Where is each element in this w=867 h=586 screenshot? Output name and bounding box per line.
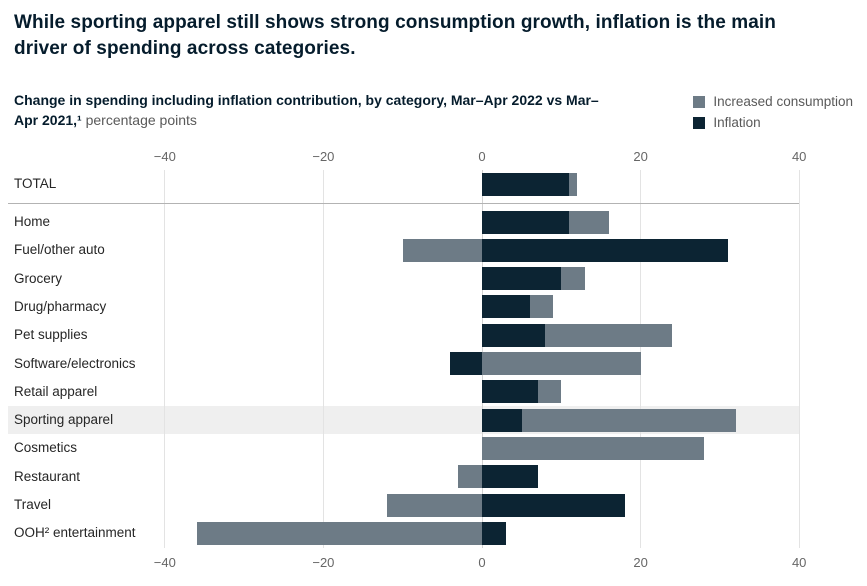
bar-segment-inflation [482,521,506,545]
x-axis-tick-label-top: −20 [312,149,335,164]
total-separator-line [8,203,800,204]
bar-segment-increased-consumption [196,521,482,545]
category-label: Retail apparel [14,383,98,399]
bar-segment-increased-consumption [386,493,482,517]
bar-segment-increased-consumption [402,238,482,262]
bar-segment-inflation [482,267,562,291]
x-axis-tick-label-top: 0 [478,149,486,164]
gridline [640,170,642,548]
category-label: Drug/pharmacy [14,298,107,314]
page-title: While sporting apparel still shows stron… [14,12,776,59]
bar-segment-increased-consumption [482,436,705,460]
bar-segment-increased-consumption [458,465,482,489]
bar-segment-inflation [482,465,538,489]
x-axis-tick-label-top: 40 [791,149,807,164]
bar-segment-inflation [450,352,482,375]
category-label: Software/electronics [14,355,136,371]
chart-subtitle: Change in spending including inflation c… [14,90,614,130]
bar-segment-increased-consumption [561,267,586,291]
square-icon [693,116,706,129]
category-label: TOTAL [14,176,57,191]
category-label: Cosmetics [14,440,78,456]
bar-segment-inflation [482,408,522,432]
x-axis-tick-label-top: −40 [153,149,176,164]
category-label: Restaurant [14,468,81,484]
bar-segment-increased-consumption [482,352,641,375]
legend-label: Inflation [713,115,761,130]
category-label: Travel [14,497,52,512]
square-icon [693,95,706,108]
bar-segment-increased-consumption [537,380,562,404]
gridline [322,170,324,548]
legend-label: Increased consumption [713,94,853,109]
bar-segment-increased-consumption [569,172,578,196]
category-label: Sporting apparel [14,412,114,428]
x-axis-tick-label-top: 20 [633,149,648,164]
category-label: OOH² entertainment [14,525,136,541]
legend-item-increased-consumption: Increased consumption [693,94,853,109]
category-label: Grocery [14,270,63,286]
category-label: Home [14,214,51,229]
bar-segment-increased-consumption [521,408,736,432]
x-axis-tick-label-bottom: −20 [312,555,335,570]
chart-subtitle-units: percentage points [81,112,197,128]
category-label: Pet supplies [14,327,88,343]
bar-segment-inflation [482,295,530,319]
bar-segment-increased-consumption [545,323,673,347]
x-axis-tick-label-bottom: 0 [478,555,486,570]
bar-segment-increased-consumption [569,210,609,234]
gridline [798,170,800,548]
bar-segment-inflation [482,493,625,517]
chart-legend: Increased consumption Inflation [693,94,853,130]
gridline [164,170,166,548]
bar-segment-inflation [482,323,546,347]
legend-item-inflation: Inflation [693,115,853,130]
bar-segment-inflation [482,238,728,262]
x-axis-tick-label-bottom: −40 [153,555,176,570]
bar-segment-inflation [482,380,538,404]
x-axis-tick-label-bottom: 20 [633,555,648,570]
x-axis-tick-label-bottom: 40 [791,555,807,570]
bar-segment-increased-consumption [529,295,554,319]
bar-segment-inflation [482,210,570,234]
category-label: Fuel/other auto [14,242,105,258]
chart-subtitle-bold: Change in spending including inflation c… [14,92,599,128]
bar-segment-inflation [482,172,570,196]
